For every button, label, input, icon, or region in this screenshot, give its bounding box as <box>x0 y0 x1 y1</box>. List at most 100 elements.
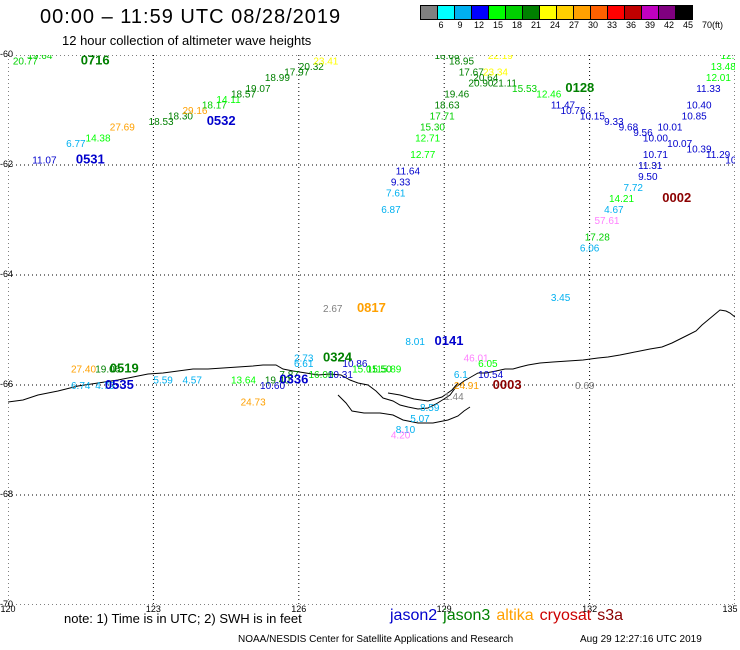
legend-swatch <box>675 5 693 20</box>
wave-height-value: 15.30 <box>420 123 445 134</box>
satellite-name: s3a <box>597 607 624 624</box>
legend-label: 70 <box>701 20 713 30</box>
legend-swatch <box>437 5 455 20</box>
wave-height-value: 13.48 <box>711 62 735 73</box>
footer-timestamp: Aug 29 12:27:16 UTC 2019 <box>580 634 702 645</box>
wave-height-value: 24.91 <box>454 381 479 392</box>
longitude-tick-label: 126 <box>291 604 307 614</box>
wave-height-value: 10.07 <box>667 139 692 150</box>
wave-height-value: 15.53 <box>512 84 537 95</box>
wave-height-value: 17.71 <box>430 112 455 123</box>
pass-label: 0002 <box>662 190 691 205</box>
wave-height-value: 5.07 <box>410 414 430 425</box>
legend-label: 9 <box>457 20 463 30</box>
legend-swatch <box>607 5 625 20</box>
wave-height-value: 57.61 <box>594 216 619 227</box>
legend-swatch <box>471 5 489 20</box>
wave-height-value: 16.08 <box>308 370 333 381</box>
wave-height-value: 10.71 <box>643 150 668 161</box>
wave-height-value: 8.01 <box>405 337 425 348</box>
wave-height-value: 10.39 <box>687 145 712 156</box>
color-legend-labels: 6 9 12 15 18 21 24 27 30 33 36 39 42 45 70 <box>420 20 738 32</box>
wave-height-value: 1.44 <box>444 392 464 403</box>
wave-height-value: 0.69 <box>575 381 595 392</box>
pass-label: 0535 <box>105 377 134 392</box>
wave-height-value: 12.75 <box>720 55 735 62</box>
wave-height-value: 15.89 <box>376 365 401 376</box>
legend-swatch <box>573 5 591 20</box>
wave-height-value: 14.11 <box>216 95 241 106</box>
legend-swatch <box>454 5 472 20</box>
pass-label: 0324 <box>323 350 353 365</box>
legend-label: 18 <box>511 20 523 30</box>
wave-height-value: 6.74 <box>71 381 91 392</box>
wave-height-value: 6.87 <box>381 205 401 216</box>
wave-height-value: 18.30 <box>168 112 193 123</box>
page-title: 00:00 – 11:59 UTC 08/28/2019 <box>40 6 342 28</box>
pass-label: 0128 <box>565 80 594 95</box>
wave-height-value: 2.73 <box>294 354 314 365</box>
wave-height-value: 15.50 <box>367 365 392 376</box>
wave-height-value: 23.41 <box>313 57 338 68</box>
pass-label: 0716 <box>81 55 110 68</box>
wave-height-value: 10.00 <box>643 134 668 145</box>
wave-height-value: 11.07 <box>32 156 57 167</box>
legend-label: 45 <box>682 20 694 30</box>
wave-height-value: 17.67 <box>459 68 484 79</box>
footer-note: note: 1) Time is in UTC; 2) SWH is in fe… <box>64 611 302 626</box>
satellite-name: jason2 <box>390 607 438 624</box>
wave-height-value: 22.19 <box>488 55 513 62</box>
satellite-name: altika <box>496 607 534 624</box>
legend-swatch <box>522 5 540 20</box>
wave-height-value: 18.17 <box>202 101 227 112</box>
wave-height-value: 4.57 <box>182 376 202 387</box>
legend-swatch <box>539 5 557 20</box>
legend-label: 27 <box>568 20 580 30</box>
satellite-name: jason3 <box>443 607 491 624</box>
latitude-tick-label: -70 <box>0 599 14 609</box>
legend-label: 21 <box>530 20 542 30</box>
longitude-tick-label: 129 <box>436 604 452 614</box>
wave-height-value: 9.33 <box>604 117 624 128</box>
wave-height-value: 11.64 <box>396 167 421 178</box>
wave-height-value: 19.46 <box>444 90 469 101</box>
wave-height-value: 46.01 <box>464 354 489 365</box>
pass-label: 0817 <box>357 300 386 315</box>
legend-swatch <box>624 5 642 20</box>
legend-label: 30 <box>587 20 599 30</box>
legend-swatch <box>420 5 438 20</box>
wave-height-value: 10.40 <box>687 101 712 112</box>
wave-height-value: 9.68 <box>619 123 639 134</box>
wave-height-value: 17.28 <box>585 233 610 244</box>
wave-height-value: 7.87 <box>279 370 299 381</box>
wave-height-value: 2.67 <box>323 304 343 315</box>
satellite-legend: jason2 jason3 altika cryosat s3a <box>390 607 629 625</box>
wave-height-value: 10.86 <box>342 359 367 370</box>
pass-label: 0531 <box>76 152 105 167</box>
wave-height-value: 18.95 <box>449 57 474 68</box>
longitude-tick-label: 123 <box>145 604 161 614</box>
wave-height-value: 10. <box>725 156 735 167</box>
wave-height-value: 10.60 <box>260 381 285 392</box>
wave-height-value: 15.01 <box>352 365 377 376</box>
wave-height-value: 18.68 <box>435 55 460 62</box>
wave-height-value: 11.33 <box>696 84 721 95</box>
longitude-tick-label: 132 <box>582 604 598 614</box>
wave-height-value: 6.05 <box>478 359 498 370</box>
legend-label: 39 <box>644 20 656 30</box>
wave-height-value: 19.06 <box>95 365 120 376</box>
wave-height-value: 8.10 <box>396 425 416 436</box>
legend-swatch <box>658 5 676 20</box>
pass-label: 0519 <box>110 361 139 376</box>
latitude-tick-label: -60 <box>0 49 14 59</box>
wave-height-value: 20.32 <box>299 62 324 73</box>
wave-height-value: 18.99 <box>265 73 290 84</box>
wave-height-value: 7.61 <box>386 189 406 200</box>
wave-height-value: 10.31 <box>328 370 353 381</box>
page-subtitle: 12 hour collection of altimeter wave hei… <box>62 33 312 48</box>
wave-height-value: 10.01 <box>657 123 682 134</box>
wave-height-value: 10.54 <box>478 370 503 381</box>
pass-label: 0127 <box>439 55 468 57</box>
wave-height-value: 10.76 <box>561 106 586 117</box>
